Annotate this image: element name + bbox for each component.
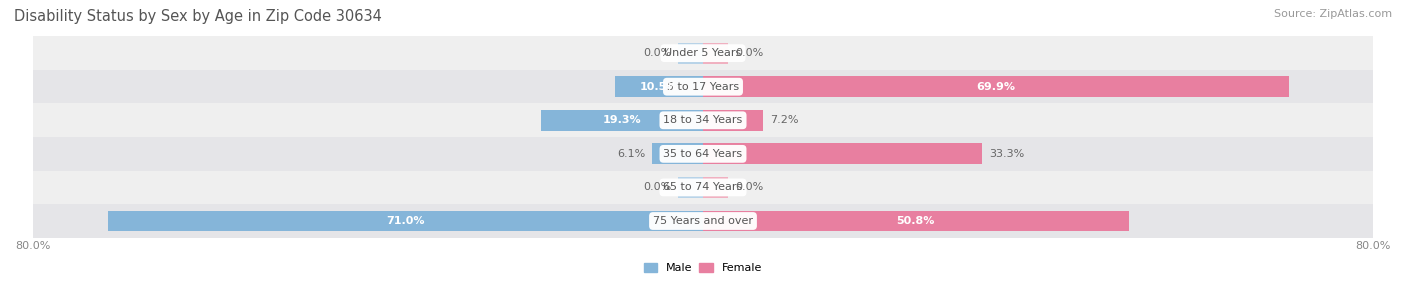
Text: 10.5%: 10.5% [640, 82, 678, 92]
Text: 65 to 74 Years: 65 to 74 Years [664, 182, 742, 192]
Bar [32, 204, 1374, 238]
Text: Disability Status by Sex by Age in Zip Code 30634: Disability Status by Sex by Age in Zip C… [14, 9, 382, 24]
Bar [32, 103, 1374, 137]
Bar [108, 210, 703, 231]
Bar [703, 143, 981, 164]
Text: Source: ZipAtlas.com: Source: ZipAtlas.com [1274, 9, 1392, 19]
Text: 33.3%: 33.3% [988, 149, 1024, 159]
Bar [703, 76, 1289, 97]
Bar [652, 143, 703, 164]
Text: 75 Years and over: 75 Years and over [652, 216, 754, 226]
Text: 35 to 64 Years: 35 to 64 Years [664, 149, 742, 159]
Text: 0.0%: 0.0% [643, 48, 671, 58]
Bar [703, 210, 1129, 231]
Text: 6.1%: 6.1% [617, 149, 645, 159]
Legend: Male, Female: Male, Female [641, 260, 765, 277]
Bar [614, 76, 703, 97]
Text: 71.0%: 71.0% [387, 216, 425, 226]
Bar [703, 110, 763, 131]
Text: 0.0%: 0.0% [643, 182, 671, 192]
Bar [32, 36, 1374, 70]
Bar [32, 137, 1374, 170]
Text: 0.0%: 0.0% [735, 182, 763, 192]
Text: 50.8%: 50.8% [897, 216, 935, 226]
Bar [32, 170, 1374, 204]
Text: Under 5 Years: Under 5 Years [665, 48, 741, 58]
Text: 18 to 34 Years: 18 to 34 Years [664, 115, 742, 125]
Bar [678, 43, 703, 63]
Text: 69.9%: 69.9% [976, 82, 1015, 92]
Bar [541, 110, 703, 131]
Bar [678, 177, 703, 198]
Bar [703, 177, 728, 198]
Text: 5 to 17 Years: 5 to 17 Years [666, 82, 740, 92]
Text: 0.0%: 0.0% [735, 48, 763, 58]
Text: 7.2%: 7.2% [770, 115, 799, 125]
Bar [703, 43, 728, 63]
Text: 19.3%: 19.3% [603, 115, 641, 125]
Bar [32, 70, 1374, 103]
